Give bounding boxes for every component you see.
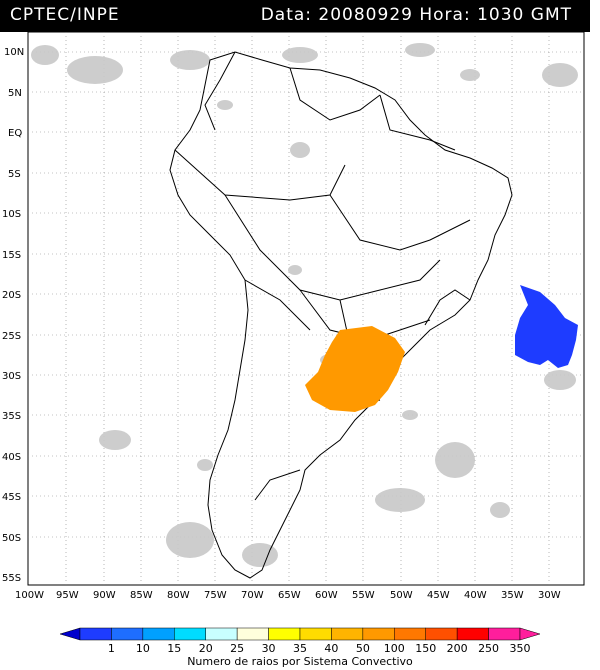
lon-label: 85W [130, 590, 153, 601]
timezone: GMT [530, 5, 572, 25]
lon-label: 65W [278, 590, 301, 601]
colorbar-swatch [205, 627, 238, 641]
lon-label: 40W [464, 590, 487, 601]
colorbar-tick-label: 35 [293, 642, 307, 654]
lon-label: 90W [93, 590, 116, 601]
lat-label: 15S [2, 250, 21, 261]
lat-label: 20S [2, 290, 21, 301]
lat-label: 10N [4, 47, 24, 58]
lat-label: 45S [2, 492, 21, 503]
lon-label: 95W [56, 590, 79, 601]
colorbar-arrow-right [519, 627, 541, 641]
lon-label: 60W [315, 590, 338, 601]
lat-label: 50S [2, 533, 21, 544]
colorbar-tick-label: 1 [108, 642, 115, 654]
map-frame [27, 32, 585, 586]
lat-label: 30S [2, 371, 21, 382]
lat-label: 25S [2, 331, 21, 342]
lon-label: 45W [427, 590, 450, 601]
lon-label: 30W [538, 590, 561, 601]
colorbar-swatch [394, 627, 426, 641]
colorbar-swatch [362, 627, 395, 641]
colorbar: 1 10 15 20 25 30 35 40 50 100 150 200 250 350 [59, 627, 541, 654]
timestamp: Data: 20080929 Hora: 1030 GMT [261, 5, 572, 25]
lon-label: 100W [15, 590, 44, 601]
colorbar-swatch [425, 627, 458, 641]
colorbar-tick-label: 50 [356, 642, 370, 654]
colorbar-swatch [456, 627, 489, 641]
time-label: Hora: [419, 5, 471, 25]
lon-label: 80W [167, 590, 190, 601]
colorbar-swatch [142, 627, 175, 641]
colorbar-ticks: 1 10 15 20 25 30 35 40 50 100 150 200 250 350 [108, 642, 531, 654]
lat-label: 55S [2, 573, 21, 584]
colorbar-title: Numero de raios por Sistema Convectivo [187, 655, 413, 668]
colorbar-swatch [236, 627, 269, 641]
latitude-labels: 10N 5N EQ 5S 10S 15S 20S 25S 30S 35S 40S… [2, 47, 24, 584]
lightning-system-orange [305, 326, 405, 412]
colorbar-tick-label: 10 [136, 642, 150, 654]
lat-label: 5N [8, 88, 22, 99]
colorbar-swatch [79, 627, 112, 641]
date-label: Data: [260, 5, 313, 25]
colorbar-tick-label: 200 [447, 642, 468, 654]
colorbar-tick-label: 30 [262, 642, 276, 654]
colorbar-swatch [111, 627, 144, 641]
lightning-system-blue [515, 285, 578, 368]
date-value: 20080929 [318, 5, 413, 25]
lat-label: EQ [8, 128, 22, 139]
lat-label: 40S [2, 452, 21, 463]
lat-label: 10S [2, 209, 21, 220]
lon-label: 75W [204, 590, 227, 601]
colorbar-swatch [268, 627, 301, 641]
colorbar-tick-label: 25 [230, 642, 244, 654]
colorbar-tick-label: 40 [324, 642, 338, 654]
source-label: CPTEC/INPE [10, 5, 120, 25]
colorbar-tick-label: 350 [510, 642, 531, 654]
cloud-cover [31, 43, 578, 567]
longitude-labels: 100W 95W 90W 85W 80W 75W 70W 65W 60W 55W… [15, 590, 561, 601]
colorbar-tick-label: 15 [167, 642, 181, 654]
colorbar-tick-label: 150 [415, 642, 436, 654]
time-value: 1030 [477, 5, 525, 25]
colorbar-tick-label: 250 [478, 642, 499, 654]
title-bar: CPTEC/INPE Data: 20080929 Hora: 1030 GMT [0, 0, 590, 32]
colorbar-swatches [59, 627, 541, 641]
satellite-map: 10N 5N EQ 5S 10S 15S 20S 25S 30S 35S 40S… [2, 32, 585, 601]
lon-label: 55W [352, 590, 375, 601]
lon-label: 70W [241, 590, 264, 601]
lon-label: 35W [501, 590, 524, 601]
lat-label: 5S [8, 169, 21, 180]
colorbar-swatch [299, 627, 332, 641]
lat-label: 35S [2, 411, 21, 422]
colorbar-arrow-left [59, 627, 81, 641]
colorbar-swatch [488, 627, 521, 641]
colorbar-tick-label: 100 [384, 642, 405, 654]
lon-label: 50W [390, 590, 413, 601]
colorbar-swatch [331, 627, 364, 641]
colorbar-tick-label: 20 [199, 642, 213, 654]
colorbar-swatch [174, 627, 206, 641]
